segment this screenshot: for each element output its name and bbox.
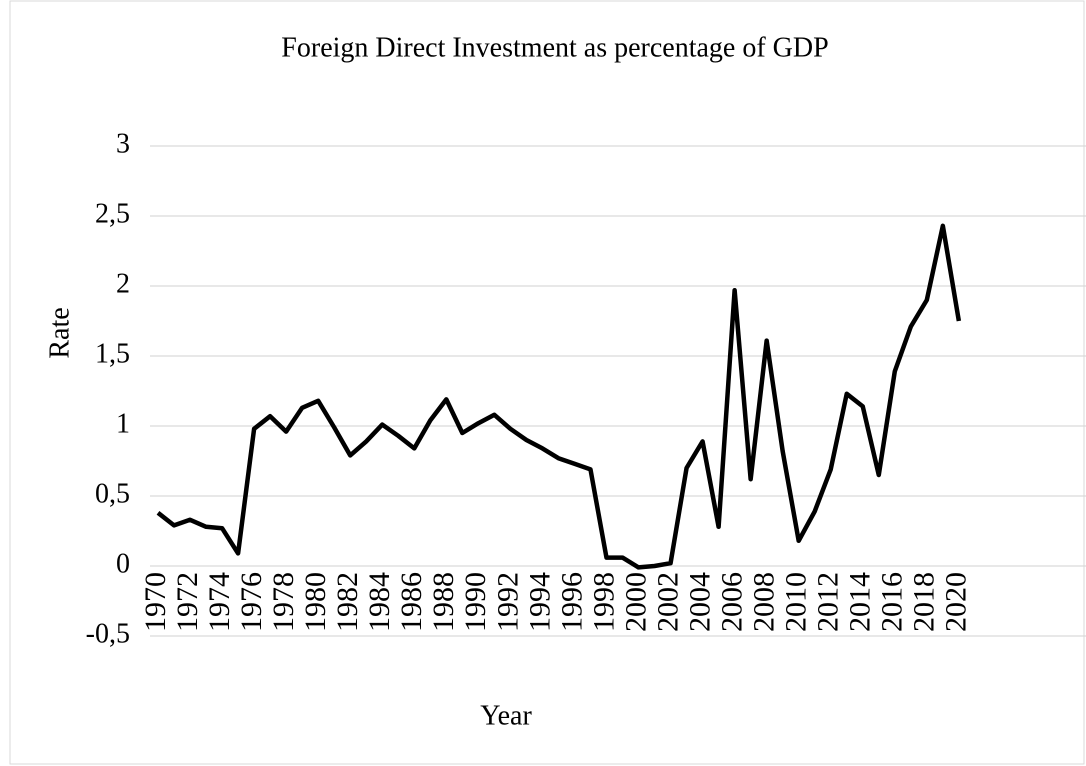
x-tick-label: 2006 xyxy=(716,572,749,632)
x-tick-label: 1974 xyxy=(203,572,236,632)
x-axis-title: Year xyxy=(480,700,532,731)
y-tick-label: 2 xyxy=(116,268,130,299)
x-tick-label: 1994 xyxy=(523,572,556,632)
x-tick-label: 2014 xyxy=(844,572,877,632)
x-tick-label: 1986 xyxy=(395,572,428,632)
x-tick-label: 2004 xyxy=(683,572,716,632)
y-tick-label: -0,5 xyxy=(86,618,130,649)
x-tick-label: 2020 xyxy=(940,572,973,632)
y-tick-label: 1 xyxy=(116,408,130,439)
y-axis-title: Rate xyxy=(44,307,75,358)
x-tick-label: 2002 xyxy=(651,572,684,632)
x-tick-label: 1990 xyxy=(459,572,492,632)
x-tick-label: 1988 xyxy=(427,572,460,632)
data-line xyxy=(156,223,962,570)
x-tick-label: 1998 xyxy=(587,572,620,632)
x-tick-label: 1970 xyxy=(139,572,172,632)
x-tick-label: 2010 xyxy=(780,572,813,632)
x-tick-label: 1978 xyxy=(267,572,300,632)
x-tick-label: 1992 xyxy=(491,572,524,632)
x-tick-label: 2012 xyxy=(812,572,845,632)
chart-title: Foreign Direct Investment as percentage … xyxy=(281,32,828,63)
x-tick-label: 2000 xyxy=(619,572,652,632)
y-tick-label: 0,5 xyxy=(95,478,130,509)
x-tick-label: 2018 xyxy=(908,572,941,632)
x-tick-label: 1996 xyxy=(555,572,588,632)
x-tick-label: 1976 xyxy=(235,572,268,632)
chart-frame xyxy=(9,0,1085,765)
x-tick-label: 1972 xyxy=(171,572,204,632)
x-tick-label: 1984 xyxy=(363,572,396,632)
y-tick-label: 2,5 xyxy=(95,198,130,229)
x-tick-label: 2016 xyxy=(876,572,909,632)
y-tick-label: 3 xyxy=(116,128,130,159)
x-tick-label: 2008 xyxy=(748,572,781,632)
x-tick-label: 1982 xyxy=(331,572,364,632)
y-tick-label: 0 xyxy=(116,548,130,579)
y-tick-label: 1,5 xyxy=(95,338,130,369)
x-tick-label: 1980 xyxy=(299,572,332,632)
